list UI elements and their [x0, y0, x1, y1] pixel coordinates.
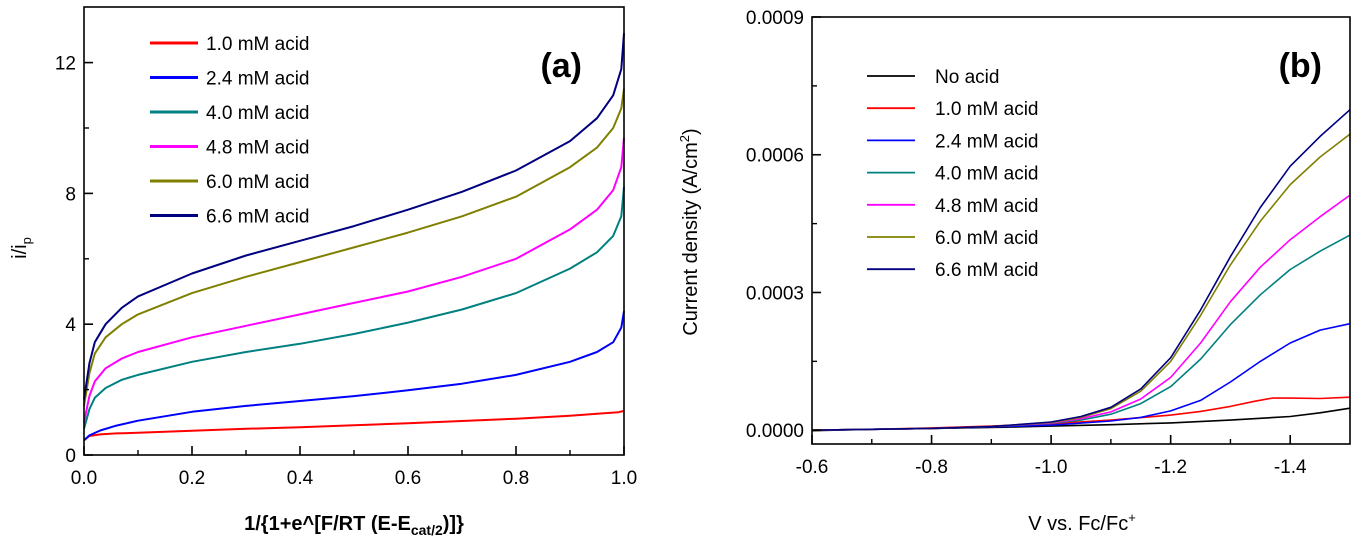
y-tick-label: 0.0009	[746, 8, 804, 29]
x-tick-label: -0.6	[796, 457, 829, 478]
series-line-6	[83, 33, 625, 400]
series-line-2	[83, 310, 625, 442]
panel-a-y-axis-label: i/ip	[9, 237, 34, 259]
panel-a-chart: 0.0 0.2 0.4 0.6 0.8 1.0 0 4 8 12 1.0 mM acid 2.4 …	[9, 6, 637, 538]
panel-b-x-ticks: -0.6 -0.8 -1.0 -1.2 -1.4	[796, 435, 1307, 478]
y-tick-label: 8	[65, 184, 76, 205]
x-tick-label: -1.0	[1035, 457, 1068, 478]
panel-a-y-ticks: 0 4 8 12	[55, 54, 93, 467]
panel-b-y-ticks: 0.0000 0.0003 0.0006 0.0009	[746, 8, 821, 442]
series-line-4	[811, 234, 1351, 431]
legend-label: 4.8 mM acid	[935, 196, 1038, 217]
y-tick-label: 4	[65, 315, 76, 336]
x-tick-label: 0.6	[395, 468, 421, 489]
x-tick-label: 0.8	[503, 468, 529, 489]
panel-b-curves	[811, 109, 1351, 432]
y-tick-label: 0.0006	[746, 146, 804, 167]
y-tick-label: 0.0003	[746, 283, 804, 304]
panel-b-label: (b)	[1279, 47, 1322, 85]
legend-label: 6.0 mM acid	[206, 172, 309, 193]
x-tick-label: 0.2	[179, 468, 205, 489]
legend-label: 1.0 mM acid	[206, 34, 309, 55]
series-line-5	[83, 88, 625, 407]
legend-label: No acid	[935, 67, 999, 88]
legend-label: 4.0 mM acid	[206, 103, 309, 124]
x-tick-label: 0.4	[287, 468, 314, 489]
x-tick-label: -1.4	[1274, 457, 1307, 478]
x-tick-label: -1.2	[1154, 457, 1187, 478]
panel-b-x-axis-label: V vs. Fc/Fc+	[1028, 510, 1136, 535]
y-tick-label: 12	[55, 54, 76, 75]
y-tick-label: 0	[65, 446, 76, 467]
x-tick-label: 0.0	[71, 468, 97, 489]
legend-label: 6.6 mM acid	[206, 207, 309, 228]
panel-b-y-axis-label: Current density (A/cm2)	[677, 128, 702, 335]
series-line-7	[811, 109, 1351, 431]
panel-a-curves	[83, 33, 625, 442]
legend-label: 6.0 mM acid	[935, 228, 1038, 249]
y-tick-label: 0.0000	[746, 421, 804, 442]
panel-a-x-ticks: 0.0 0.2 0.4 0.6 0.8 1.0	[71, 446, 637, 489]
legend-label: 1.0 mM acid	[935, 99, 1038, 120]
series-line-3	[811, 322, 1351, 431]
panel-b-legend: No acid 1.0 mM acid 2.4 mM acid 4.0 mM acid…	[867, 67, 1038, 281]
legend-label: 6.6 mM acid	[935, 260, 1038, 281]
panel-a-legend: 1.0 mM acid 2.4 mM acid 4.0 mM acid 4.8 mM …	[150, 34, 309, 228]
series-line-1	[83, 409, 625, 442]
series-line-3	[83, 186, 625, 430]
series-line-6	[811, 133, 1351, 431]
legend-label: 4.0 mM acid	[935, 164, 1038, 185]
panel-b-chart: -0.6 -0.8 -1.0 -1.2 -1.4 0.00000.00030.00060…	[677, 8, 1351, 535]
series-line-5	[811, 194, 1351, 431]
panel-a-x-axis-label: 1/{1+e^[F/RT (E-Ecat/2)]}	[244, 513, 464, 538]
panel-b-plot-frame	[811, 16, 1351, 445]
panel-a-label: (a)	[540, 47, 582, 85]
legend-label: 2.4 mM acid	[935, 131, 1038, 152]
x-tick-label: -0.8	[915, 457, 948, 478]
x-tick-label: 1.0	[611, 468, 637, 489]
series-line-4	[83, 137, 625, 423]
legend-label: 2.4 mM acid	[206, 69, 309, 90]
legend-label: 4.8 mM acid	[206, 138, 309, 159]
